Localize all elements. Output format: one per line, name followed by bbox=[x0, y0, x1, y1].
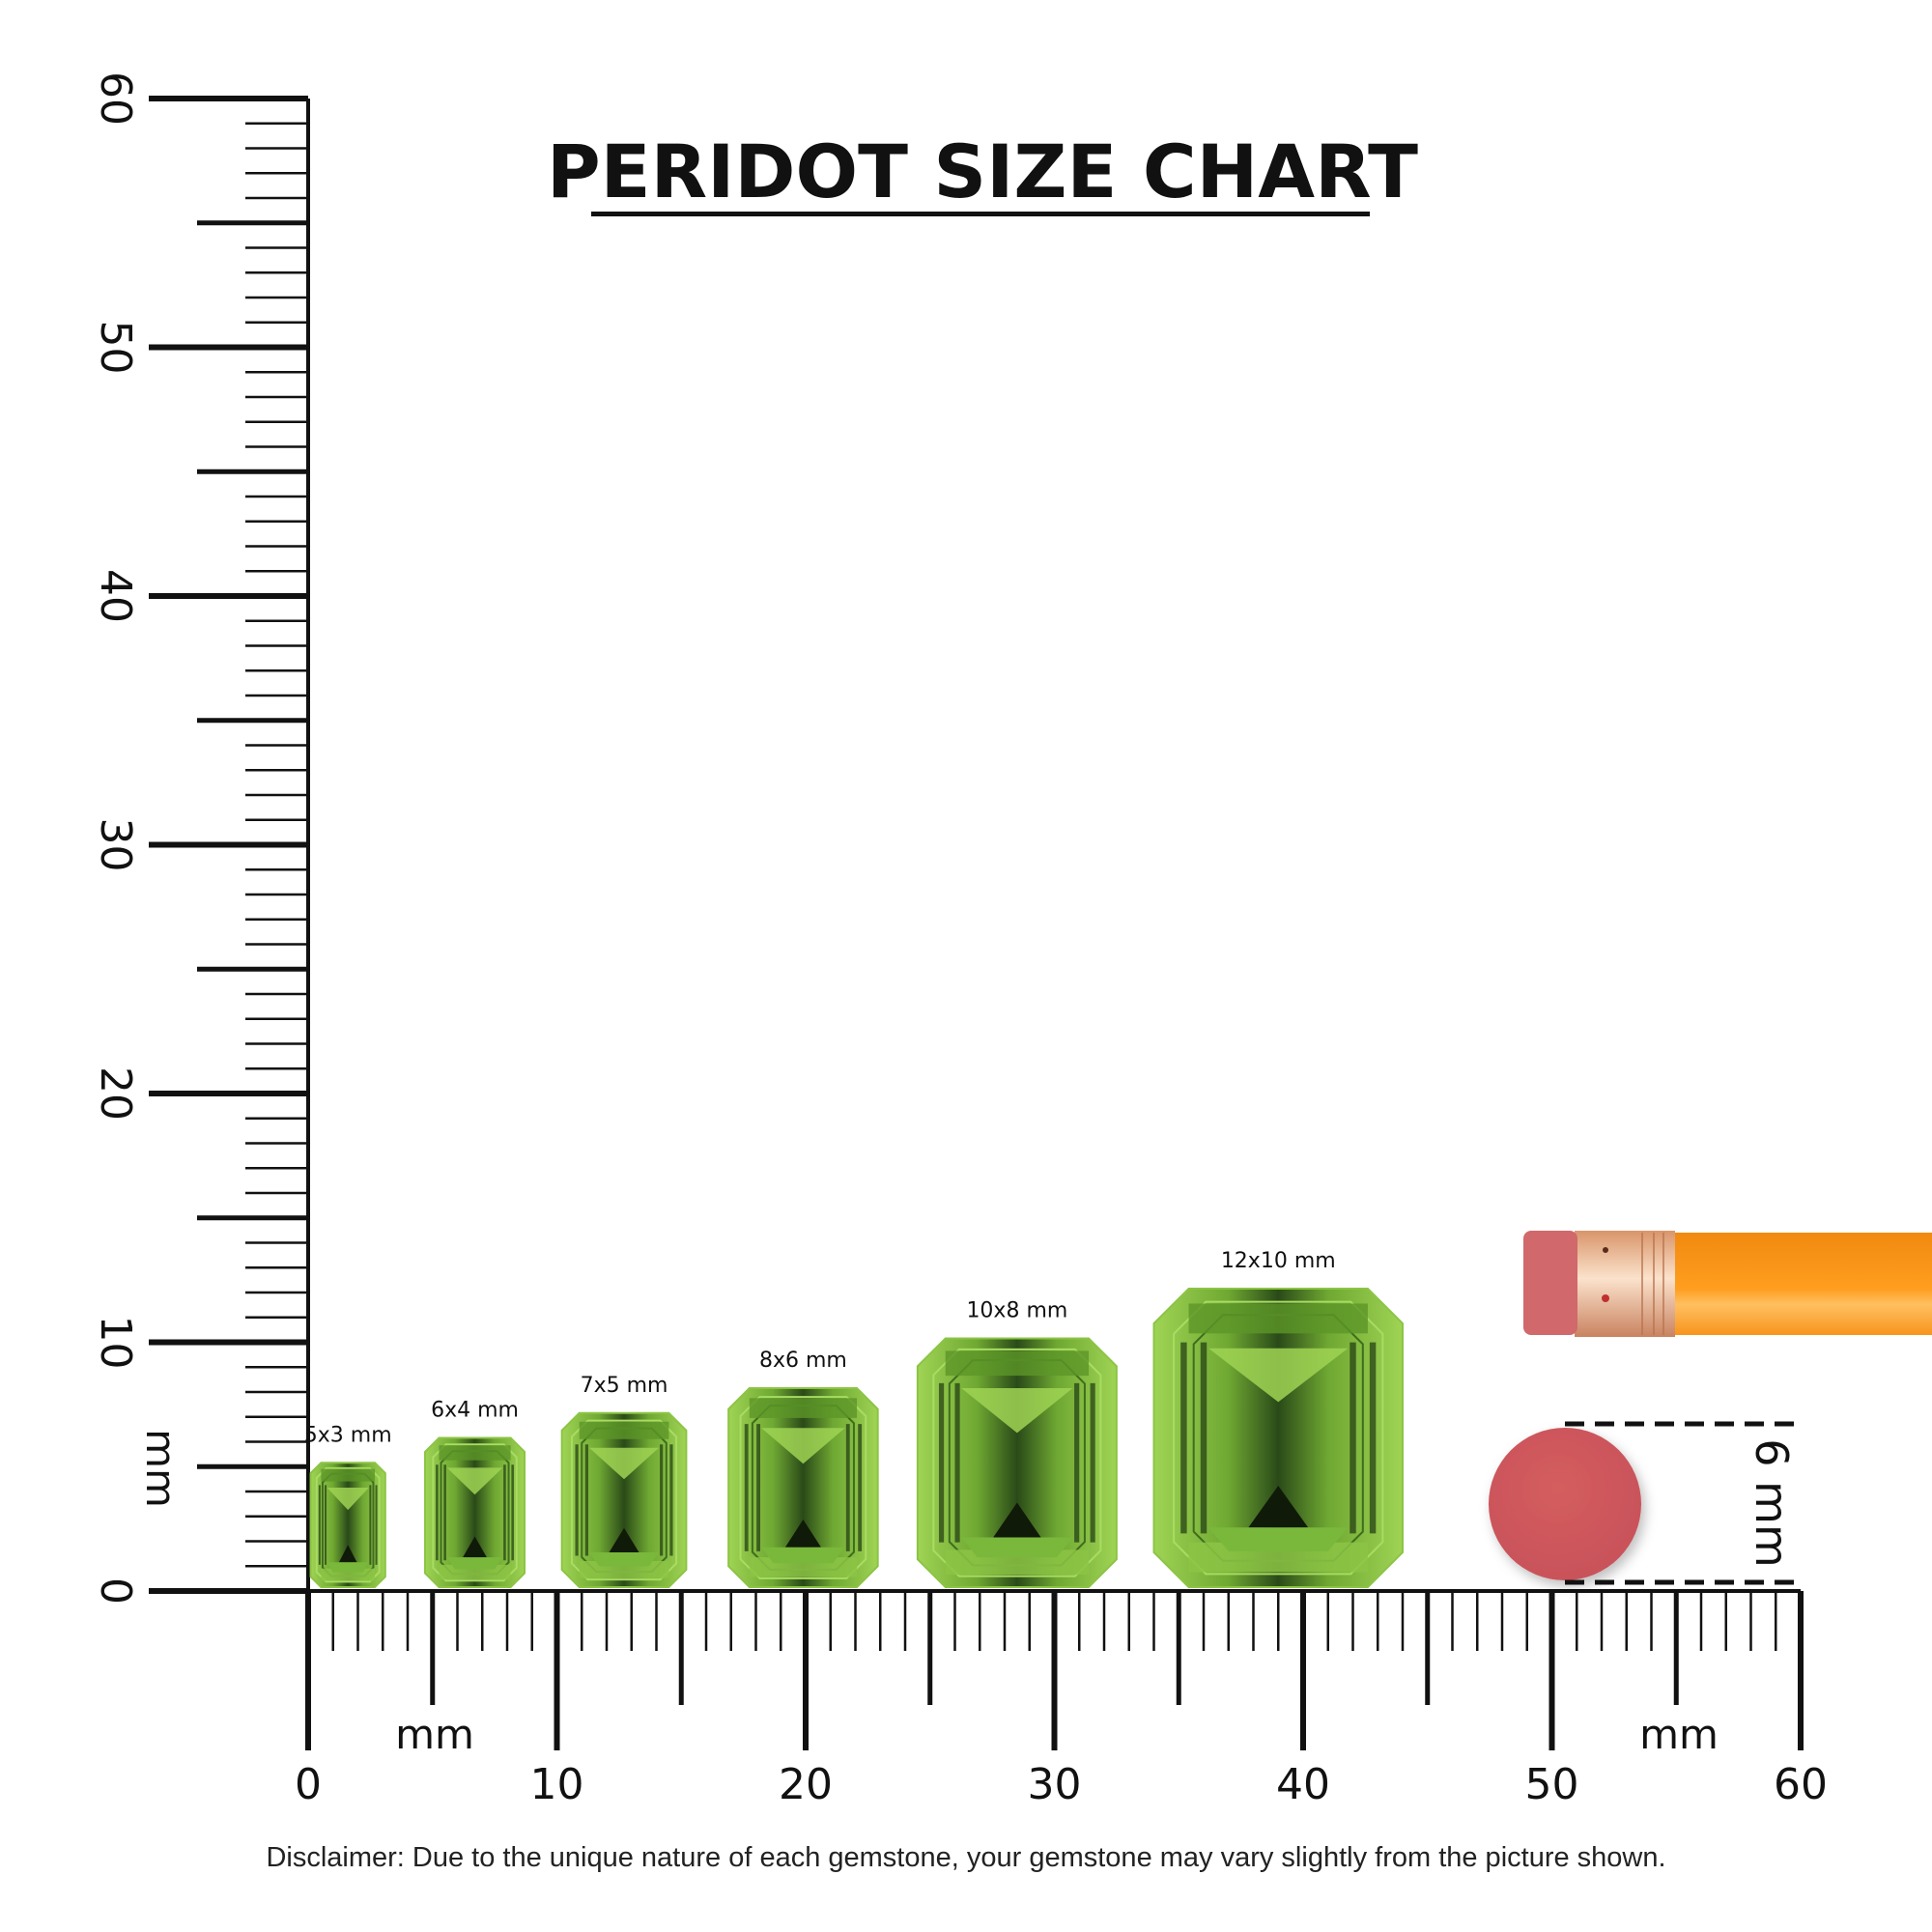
horizontal-ruler-label: 30 bbox=[1028, 1760, 1082, 1809]
horizontal-unit-label: mm bbox=[395, 1711, 474, 1758]
vertical-ruler-label: 60 bbox=[91, 71, 140, 126]
gem-facet bbox=[609, 1527, 639, 1552]
pencil-image bbox=[1523, 1231, 1932, 1337]
gem-size-label: 10x8 mm bbox=[966, 1299, 1067, 1323]
vertical-ruler-label: 10 bbox=[91, 1316, 140, 1370]
gem-outline bbox=[916, 1337, 1118, 1588]
gem-facet bbox=[761, 1428, 845, 1464]
gem-facet bbox=[749, 1398, 858, 1418]
gem-size-label: 5x3 mm bbox=[304, 1423, 392, 1447]
gem-size-label: 8x6 mm bbox=[759, 1349, 847, 1373]
gem-facet bbox=[761, 1547, 845, 1564]
horizontal-ruler-label: 20 bbox=[779, 1760, 833, 1809]
gem-outline bbox=[560, 1411, 688, 1588]
title-underline bbox=[591, 212, 1370, 216]
gem-facet bbox=[1208, 1348, 1349, 1403]
vertical-ruler-label: 0 bbox=[91, 1577, 140, 1605]
gem-size-label: 12x10 mm bbox=[1221, 1249, 1336, 1273]
gem-facet bbox=[439, 1445, 511, 1461]
gem-6x4-mm: 6x4 mm bbox=[424, 1399, 526, 1588]
gem-facet bbox=[945, 1350, 1090, 1377]
horizontal-ruler-label: 10 bbox=[530, 1760, 584, 1809]
gem-facet bbox=[961, 1537, 1073, 1558]
gem-facet bbox=[338, 1545, 357, 1563]
gem-facet bbox=[1208, 1527, 1349, 1551]
gem-facet bbox=[993, 1502, 1041, 1538]
vertical-ruler-label: 50 bbox=[91, 321, 140, 375]
chart-title: PERIDOT SIZE CHART bbox=[547, 128, 1418, 214]
gem-outline bbox=[309, 1462, 386, 1588]
gem-facet bbox=[784, 1519, 821, 1548]
gem-outline bbox=[727, 1387, 879, 1588]
vertical-unit-label: mm bbox=[137, 1429, 185, 1508]
gem-12x10-mm: 12x10 mm bbox=[1152, 1249, 1404, 1588]
gem-10x8-mm: 10x8 mm bbox=[916, 1299, 1118, 1588]
horizontal-ruler-label: 0 bbox=[295, 1760, 322, 1809]
horizontal-ruler-label: 40 bbox=[1276, 1760, 1330, 1809]
gem-facet bbox=[463, 1536, 487, 1558]
gem-8x6-mm: 8x6 mm bbox=[727, 1349, 879, 1588]
gem-7x5-mm: 7x5 mm bbox=[560, 1374, 688, 1588]
vertical-ruler-label: 40 bbox=[91, 569, 140, 623]
horizontal-ruler: 0 10 20 30 40 50 60 bbox=[295, 1589, 1828, 1809]
gem-facet bbox=[446, 1467, 503, 1495]
gem-facet bbox=[446, 1557, 503, 1570]
gem-facet bbox=[327, 1488, 369, 1511]
pencil-eraser bbox=[1523, 1231, 1577, 1335]
disclaimer-text: Disclaimer: Due to the unique nature of … bbox=[266, 1842, 1665, 1873]
gem-size-label: 7x5 mm bbox=[581, 1374, 668, 1398]
vertical-ruler-label: 30 bbox=[91, 818, 140, 872]
gem-5x3-mm: 5x3 mm bbox=[304, 1423, 392, 1588]
gem-facet bbox=[961, 1388, 1073, 1434]
gem-outline bbox=[424, 1436, 526, 1588]
gem-facet bbox=[1188, 1303, 1368, 1334]
gem-row: 5x3 mm 6x4 mm 7x5 mm 8x6 mm 10x8 mm 12x10 mm bbox=[304, 1249, 1404, 1588]
gem-facet bbox=[579, 1421, 669, 1439]
gem-facet bbox=[327, 1562, 369, 1573]
gem-size-label: 6x4 mm bbox=[431, 1399, 519, 1423]
gem-outline bbox=[1152, 1288, 1404, 1588]
pencil-body bbox=[1671, 1233, 1932, 1335]
gem-facet bbox=[588, 1551, 660, 1567]
horizontal-ruler-label: 60 bbox=[1774, 1760, 1828, 1809]
eraser-reference-circle bbox=[1489, 1428, 1641, 1580]
vertical-ruler-label: 20 bbox=[91, 1066, 140, 1121]
pencil-ferrule bbox=[1575, 1231, 1675, 1337]
horizontal-unit-label-right: mm bbox=[1639, 1711, 1719, 1758]
gem-facet bbox=[321, 1468, 376, 1482]
horizontal-ruler-label: 50 bbox=[1525, 1760, 1579, 1809]
eraser-size-label: 6 mm bbox=[1746, 1438, 1798, 1568]
vertical-ruler: 0 10 20 30 40 50 60 bbox=[91, 71, 310, 1605]
gem-facet bbox=[588, 1447, 660, 1480]
gem-facet bbox=[1248, 1485, 1309, 1528]
